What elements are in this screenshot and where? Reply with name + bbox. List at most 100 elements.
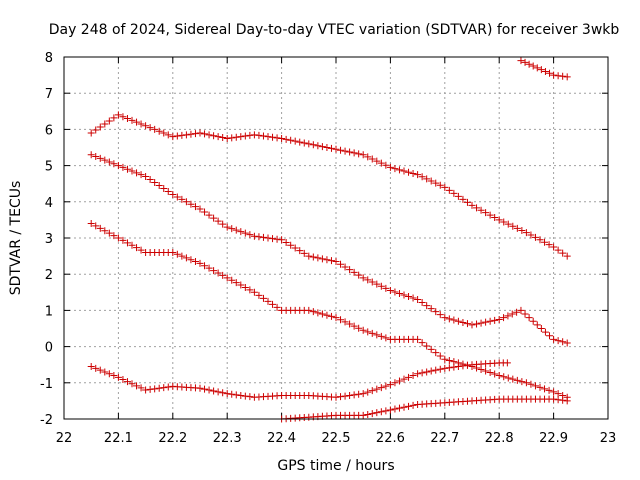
data-point [264, 133, 272, 141]
data-point [123, 239, 131, 247]
data-point [454, 363, 462, 371]
data-point [341, 318, 349, 326]
y-tick-label: 4 [45, 196, 53, 211]
data-point [119, 375, 127, 383]
data-point [346, 320, 354, 328]
data-point [332, 314, 340, 322]
data-point [486, 211, 494, 219]
x-tick-label: 22.2 [158, 431, 187, 446]
data-point [491, 316, 499, 324]
data-point [382, 407, 390, 415]
data-point [287, 241, 295, 249]
data-point [377, 282, 385, 290]
data-point [128, 116, 136, 124]
data-point [278, 134, 286, 142]
data-point [318, 310, 326, 318]
data-point [241, 132, 249, 140]
x-tick-label: 22.7 [430, 431, 459, 446]
data-point [269, 133, 277, 141]
data-point [232, 133, 240, 141]
data-point [305, 306, 313, 314]
data-point [205, 386, 213, 394]
data-point [368, 155, 376, 163]
data-point [554, 396, 562, 404]
data-point [486, 317, 494, 325]
data-point [441, 355, 449, 363]
data-point [114, 162, 122, 170]
data-point [368, 410, 376, 418]
data-point [364, 388, 372, 396]
data-point [142, 172, 150, 180]
data-point [521, 58, 529, 66]
data-point [173, 132, 181, 140]
data-point [96, 154, 104, 162]
data-point [314, 142, 322, 150]
data-point [110, 114, 118, 122]
data-point [537, 66, 545, 74]
data-point [201, 208, 209, 216]
data-point [128, 380, 136, 388]
data-point [445, 364, 453, 372]
data-point [382, 161, 390, 169]
data-point [346, 266, 354, 274]
data-point [187, 256, 195, 264]
data-point [391, 379, 399, 387]
data-point [119, 236, 127, 244]
data-point [563, 252, 571, 260]
data-point [359, 274, 367, 282]
data-point [146, 175, 154, 183]
data-point [282, 135, 290, 143]
data-point [309, 253, 317, 261]
data-point [232, 279, 240, 287]
data-point [368, 278, 376, 286]
data-point [504, 220, 512, 228]
data-point [405, 168, 413, 176]
data-point [201, 385, 209, 393]
data-point [341, 392, 349, 400]
data-point [364, 276, 372, 284]
data-point [405, 293, 413, 301]
data-point [525, 314, 533, 322]
data-point [305, 140, 313, 148]
data-point [259, 132, 267, 140]
data-point [459, 195, 467, 203]
data-point [87, 220, 95, 228]
data-point [441, 314, 449, 322]
data-point [382, 334, 390, 342]
data-point [101, 156, 109, 164]
y-tick-label: 8 [45, 51, 53, 66]
data-point [214, 133, 222, 141]
data-point [450, 189, 458, 197]
data-point [513, 224, 521, 232]
data-point [486, 369, 494, 377]
data-point [259, 294, 267, 302]
data-point [142, 386, 150, 394]
data-point [187, 200, 195, 208]
data-point [164, 383, 172, 391]
y-tick-label: 1 [45, 304, 53, 319]
data-point [463, 361, 471, 369]
data-point [504, 374, 512, 382]
data-point [318, 255, 326, 263]
data-point [101, 368, 109, 376]
data-point [495, 372, 503, 380]
data-point [105, 158, 113, 166]
data-point [454, 192, 462, 200]
data-point [110, 232, 118, 240]
data-point [477, 206, 485, 214]
data-point [96, 123, 104, 131]
x-tick-label: 22 [56, 431, 73, 446]
data-point [182, 198, 190, 206]
chart-title: Day 248 of 2024, Sidereal Day-to-day VTE… [49, 22, 620, 38]
data-point [273, 235, 281, 243]
data-point [309, 141, 317, 149]
data-point [522, 379, 530, 387]
data-point [386, 163, 394, 171]
data-point [191, 203, 199, 211]
data-point [341, 263, 349, 271]
data-point [409, 294, 417, 302]
data-point [196, 259, 204, 267]
data-point [332, 145, 340, 153]
data-point [314, 254, 322, 262]
data-point [373, 280, 381, 288]
